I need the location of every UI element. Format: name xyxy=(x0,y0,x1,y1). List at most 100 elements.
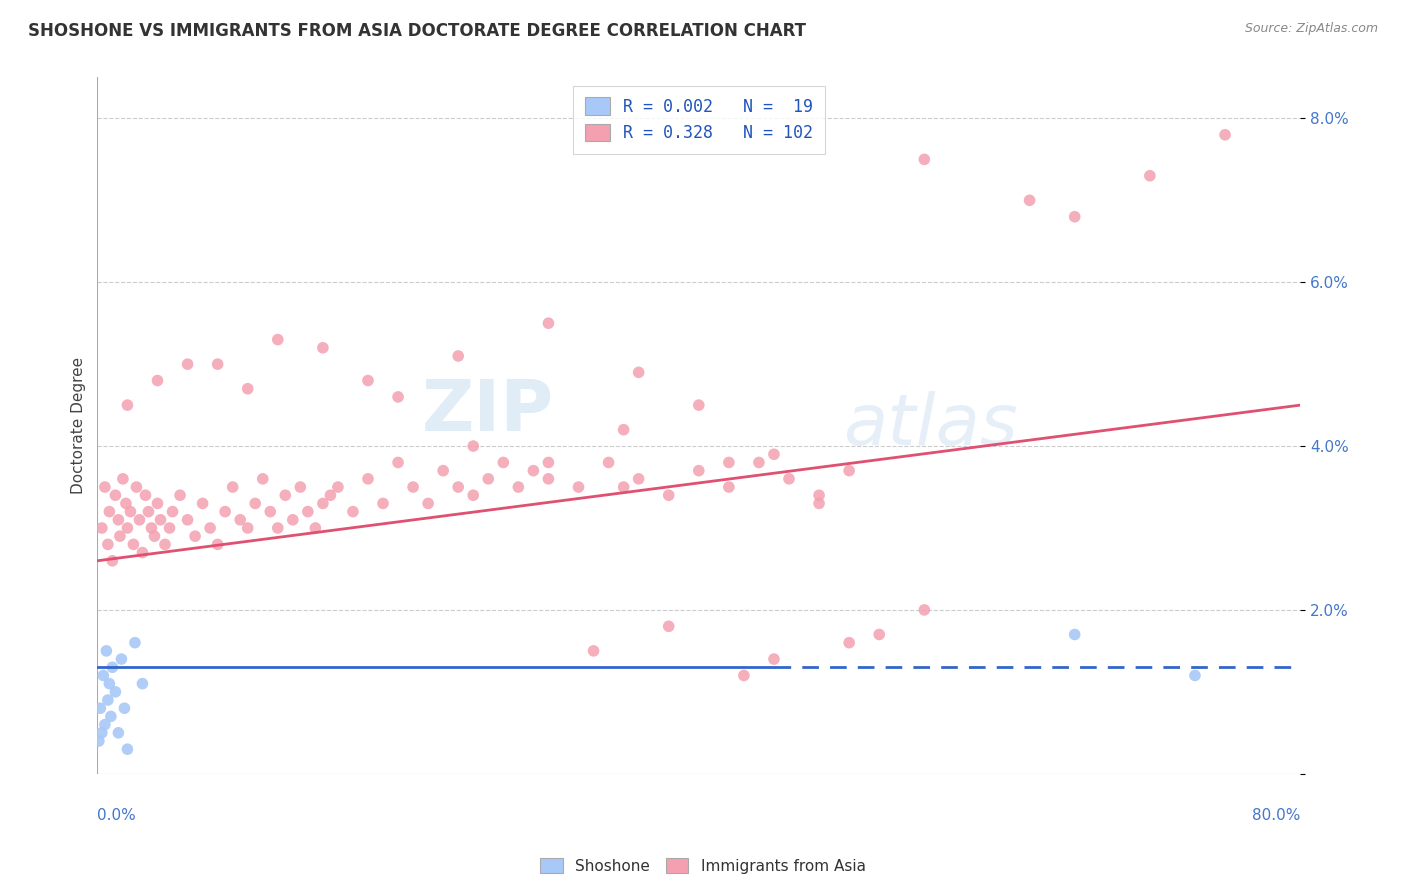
Point xyxy=(627,365,650,379)
Point xyxy=(191,496,214,510)
Point xyxy=(93,668,115,682)
Point xyxy=(281,513,304,527)
Point xyxy=(658,619,681,633)
Point xyxy=(342,505,364,519)
Point xyxy=(868,627,890,641)
Point xyxy=(912,153,935,167)
Point xyxy=(387,455,409,469)
Point xyxy=(537,455,560,469)
Point xyxy=(97,537,120,551)
Point xyxy=(733,668,755,682)
Point xyxy=(107,513,129,527)
Point xyxy=(838,636,860,650)
Point xyxy=(1063,210,1085,224)
Point xyxy=(387,390,409,404)
Point xyxy=(111,472,134,486)
Point xyxy=(582,644,605,658)
Point xyxy=(207,537,229,551)
Point xyxy=(808,496,831,510)
Point xyxy=(97,693,120,707)
Point xyxy=(125,480,148,494)
Point xyxy=(110,652,132,666)
Point xyxy=(236,382,259,396)
Point xyxy=(274,488,297,502)
Point xyxy=(613,480,636,494)
Point xyxy=(326,480,349,494)
Point xyxy=(214,505,236,519)
Point xyxy=(508,480,530,494)
Point xyxy=(146,374,169,388)
Legend: R = 0.002   N =  19, R = 0.328   N = 102: R = 0.002 N = 19, R = 0.328 N = 102 xyxy=(574,86,825,153)
Text: Source: ZipAtlas.com: Source: ZipAtlas.com xyxy=(1244,22,1378,36)
Point xyxy=(267,333,290,347)
Point xyxy=(717,480,740,494)
Point xyxy=(447,349,470,363)
Point xyxy=(252,472,274,486)
Point xyxy=(101,554,124,568)
Point xyxy=(778,472,800,486)
Point xyxy=(717,455,740,469)
Point xyxy=(107,726,129,740)
Point xyxy=(1063,627,1085,641)
Point xyxy=(447,480,470,494)
Point xyxy=(176,513,198,527)
Point xyxy=(418,496,440,510)
Point xyxy=(162,505,184,519)
Point xyxy=(371,496,394,510)
Point xyxy=(138,505,160,519)
Point xyxy=(90,521,112,535)
Text: atlas: atlas xyxy=(844,391,1018,460)
Point xyxy=(297,505,319,519)
Point xyxy=(537,316,560,330)
Point xyxy=(537,472,560,486)
Point xyxy=(128,513,150,527)
Point xyxy=(143,529,166,543)
Point xyxy=(492,455,515,469)
Point xyxy=(141,521,163,535)
Point xyxy=(112,701,135,715)
Point xyxy=(688,464,710,478)
Point xyxy=(1213,128,1236,142)
Point xyxy=(838,464,860,478)
Point xyxy=(236,521,259,535)
Point xyxy=(402,480,425,494)
Point xyxy=(688,398,710,412)
Point xyxy=(207,357,229,371)
Text: SHOSHONE VS IMMIGRANTS FROM ASIA DOCTORATE DEGREE CORRELATION CHART: SHOSHONE VS IMMIGRANTS FROM ASIA DOCTORA… xyxy=(28,22,806,40)
Point xyxy=(229,513,252,527)
Point xyxy=(312,496,335,510)
Point xyxy=(169,488,191,502)
Point xyxy=(87,734,110,748)
Point xyxy=(117,742,139,756)
Point xyxy=(122,537,145,551)
Point xyxy=(120,505,142,519)
Point xyxy=(319,488,342,502)
Point xyxy=(1184,668,1206,682)
Point xyxy=(153,537,176,551)
Point xyxy=(1018,194,1040,208)
Point xyxy=(134,488,156,502)
Point xyxy=(117,398,139,412)
Point xyxy=(245,496,267,510)
Point xyxy=(115,496,138,510)
Point xyxy=(104,685,127,699)
Point xyxy=(184,529,207,543)
Point xyxy=(357,374,380,388)
Text: 0.0%: 0.0% xyxy=(97,808,136,823)
Point xyxy=(131,676,153,690)
Point xyxy=(108,529,131,543)
Point xyxy=(94,717,117,731)
Point xyxy=(522,464,544,478)
Point xyxy=(89,701,111,715)
Point xyxy=(176,357,198,371)
Point xyxy=(131,545,153,559)
Point xyxy=(762,652,785,666)
Text: ZIP: ZIP xyxy=(422,377,554,446)
Point xyxy=(598,455,620,469)
Point xyxy=(104,488,127,502)
Point xyxy=(312,341,335,355)
Legend: Shoshone, Immigrants from Asia: Shoshone, Immigrants from Asia xyxy=(534,852,872,880)
Point xyxy=(477,472,499,486)
Point xyxy=(117,521,139,535)
Point xyxy=(463,488,485,502)
